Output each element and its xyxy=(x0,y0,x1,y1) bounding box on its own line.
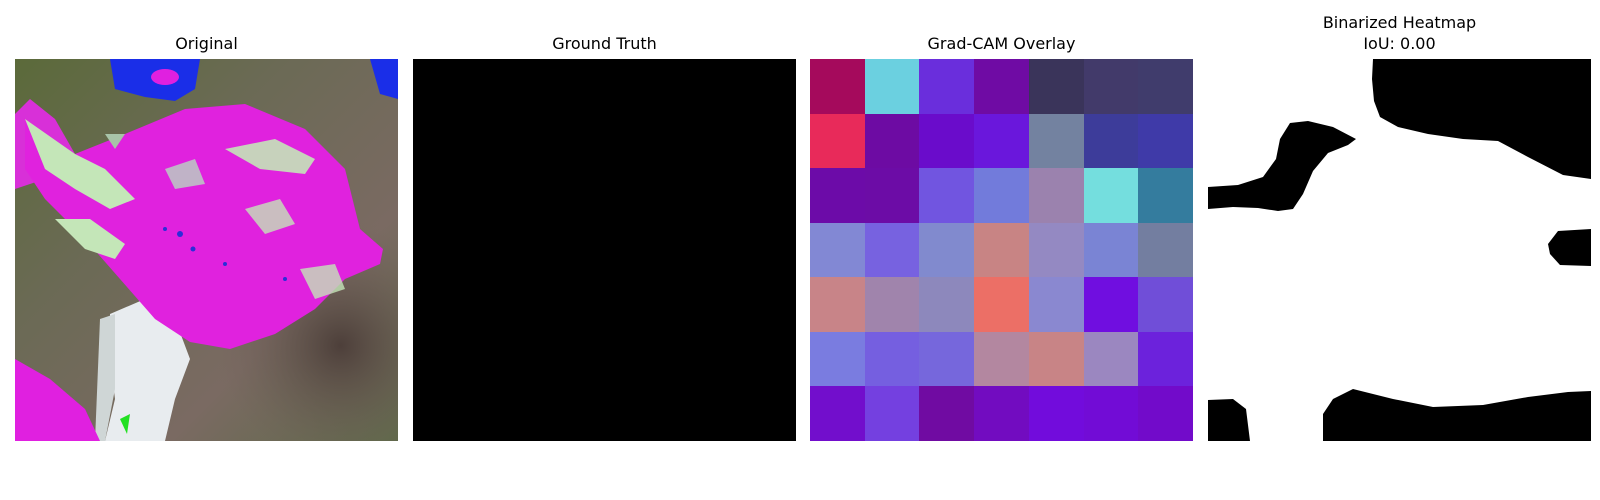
gradcam-cell-r1-c3 xyxy=(974,113,1029,169)
gradcam-cell-r3-c5 xyxy=(1083,222,1139,278)
gradcam-cell-r1-c1 xyxy=(864,113,920,169)
gradcam-cell-r6-c1 xyxy=(864,386,920,441)
gradcam-cell-r6-c2 xyxy=(919,386,975,441)
gradcam-cell-r5-c6 xyxy=(1138,331,1193,387)
gradcam-title: Grad-CAM Overlay xyxy=(927,34,1076,53)
gradcam-cell-r6-c0 xyxy=(810,386,865,441)
gradcam-cell-r5-c2 xyxy=(919,331,975,387)
gradcam-cell-r5-c3 xyxy=(974,331,1029,387)
gradcam-cell-r4-c2 xyxy=(919,277,975,332)
gradcam-cell-r5-c5 xyxy=(1083,331,1139,387)
gradcam-cell-r6-c5 xyxy=(1083,386,1139,441)
gradcam-cell-r3-c3 xyxy=(974,222,1029,278)
gradcam-cell-r4-c0 xyxy=(810,277,865,332)
gradcam-cell-r3-c0 xyxy=(810,222,865,278)
binarized-heatmap xyxy=(1208,59,1591,441)
gradcam-cell-r2-c5 xyxy=(1083,168,1139,223)
gradcam-cell-r1-c4 xyxy=(1028,113,1084,169)
ground-truth-mask xyxy=(413,59,796,441)
gradcam-cell-r0-c1 xyxy=(864,59,920,114)
gradcam-cell-r0-c5 xyxy=(1083,59,1139,114)
gradcam-cell-r0-c3 xyxy=(974,59,1029,114)
gradcam-cell-r4-c6 xyxy=(1138,277,1193,332)
gradcam-cell-r2-c2 xyxy=(919,168,975,223)
gradcam-cell-r6-c3 xyxy=(974,386,1029,441)
gradcam-cell-r1-c0 xyxy=(810,113,865,169)
gradcam-cell-r2-c4 xyxy=(1028,168,1084,223)
iou-label: IoU: 0.00 xyxy=(1363,34,1436,53)
gradcam-cell-r1-c5 xyxy=(1083,113,1139,169)
gradcam-cell-r4-c3 xyxy=(974,277,1029,332)
gradcam-cell-r2-c3 xyxy=(974,168,1029,223)
binarized-mask xyxy=(1208,59,1591,441)
gradcam-cell-r5-c4 xyxy=(1028,331,1084,387)
gradcam-cell-r1-c2 xyxy=(919,113,975,169)
original-image xyxy=(15,59,398,441)
original-title: Original xyxy=(175,34,238,53)
gradcam-cell-r5-c1 xyxy=(864,331,920,387)
gradcam-cell-r0-c2 xyxy=(919,59,975,114)
gradcam-overlay xyxy=(810,59,1193,441)
gradcam-cell-r4-c4 xyxy=(1028,277,1084,332)
gradcam-cell-r0-c6 xyxy=(1138,59,1193,114)
gradcam-cell-r2-c0 xyxy=(810,168,865,223)
gradcam-cell-r5-c0 xyxy=(810,331,865,387)
gradcam-grid xyxy=(810,59,1193,441)
leaf-photo xyxy=(15,59,398,441)
gradcam-cell-r0-c4 xyxy=(1028,59,1084,114)
gradcam-cell-r4-c1 xyxy=(864,277,920,332)
gradcam-cell-r1-c6 xyxy=(1138,113,1193,169)
ground-truth-title: Ground Truth xyxy=(552,34,657,53)
gradcam-cell-r3-c4 xyxy=(1028,222,1084,278)
gradcam-cell-r2-c6 xyxy=(1138,168,1193,223)
gradcam-cell-r4-c5 xyxy=(1083,277,1139,332)
gradcam-cell-r2-c1 xyxy=(864,168,920,223)
binarized-title: Binarized Heatmap xyxy=(1322,13,1477,32)
gradcam-cell-r0-c0 xyxy=(810,59,865,114)
gradcam-cell-r6-c4 xyxy=(1028,386,1084,441)
gradcam-cell-r3-c6 xyxy=(1138,222,1193,278)
gradcam-cell-r3-c1 xyxy=(864,222,920,278)
gradcam-cell-r3-c2 xyxy=(919,222,975,278)
gradcam-cell-r6-c6 xyxy=(1138,386,1193,441)
